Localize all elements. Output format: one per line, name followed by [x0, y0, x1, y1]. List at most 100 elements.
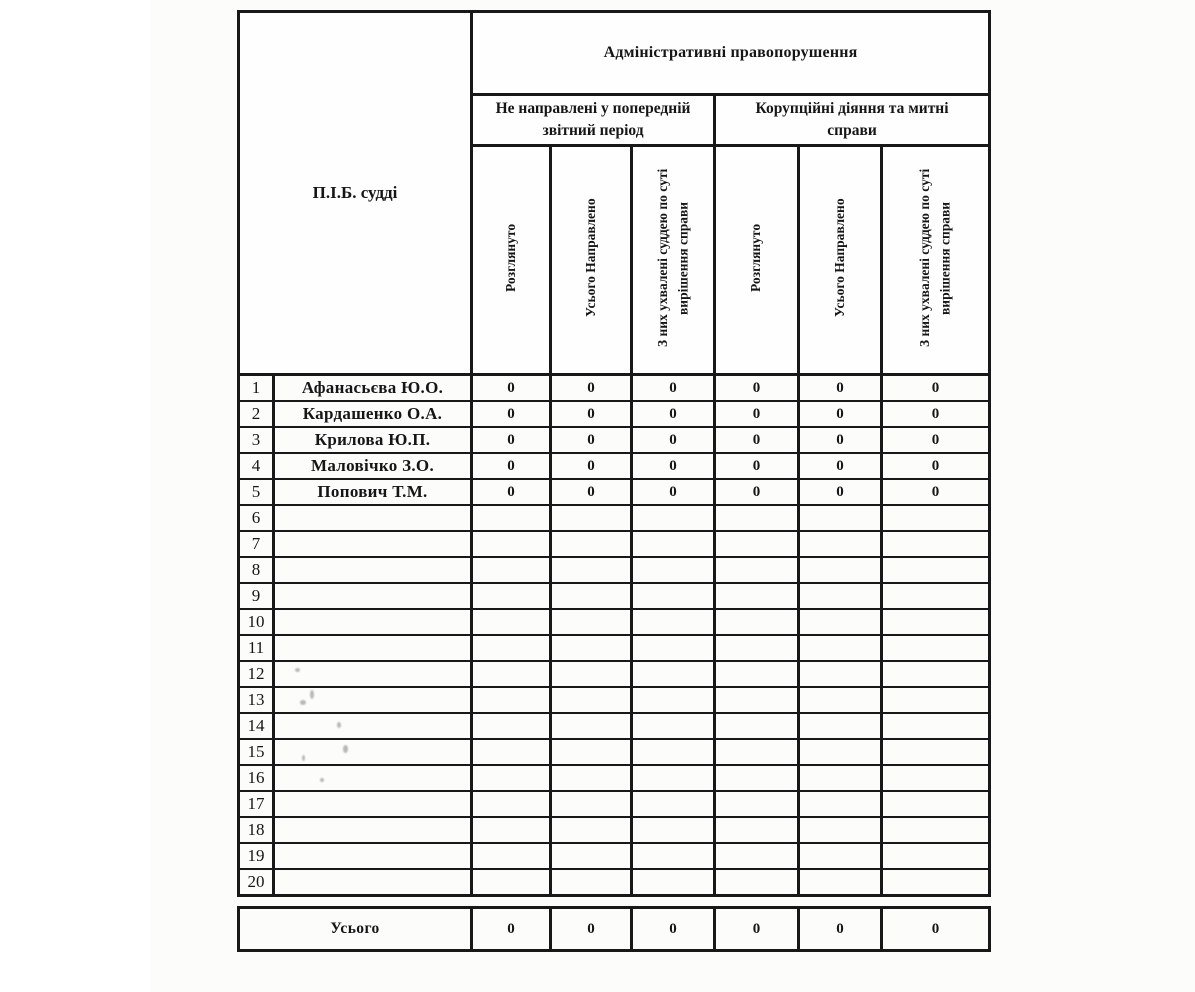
row-number: 20 — [237, 868, 275, 897]
value-cell — [713, 634, 801, 662]
value-cell — [630, 634, 717, 662]
value-cell — [549, 764, 634, 792]
value-cell — [470, 608, 553, 636]
value-cell — [549, 842, 634, 870]
value-cell — [797, 582, 884, 610]
value-cell — [713, 764, 801, 792]
row-number: 15 — [237, 738, 275, 766]
value-cell — [713, 686, 801, 714]
value-cell — [797, 712, 884, 740]
value-cell — [470, 816, 553, 844]
value-cell: 0 — [630, 478, 717, 506]
value-cell: 0 — [630, 452, 717, 480]
table-row: 5 Попович Т.М. 0 0 0 0 0 0 — [237, 478, 992, 506]
value-cell — [630, 712, 717, 740]
value-cell: 0 — [470, 478, 553, 506]
value-cell: 0 — [549, 373, 634, 402]
row-number: 19 — [237, 842, 275, 870]
scan-smudge — [295, 668, 300, 672]
table-row: 18 — [237, 816, 992, 844]
column-header-label: Усього Направлено — [582, 198, 598, 317]
judge-name: Маловічко З.О. — [271, 452, 474, 480]
value-cell — [713, 868, 801, 897]
value-cell — [713, 504, 801, 532]
row-number: 16 — [237, 764, 275, 792]
column-header-ruled-on-merits-1: З них ухвалені суддею по суті вирішення … — [630, 144, 717, 376]
value-cell — [797, 842, 884, 870]
value-cell — [549, 582, 634, 610]
value-cell: 0 — [713, 452, 801, 480]
value-cell — [630, 790, 717, 818]
value-cell — [549, 530, 634, 558]
value-cell — [880, 686, 992, 714]
row-number: 1 — [237, 373, 275, 402]
column-header-total-sent-1: Усього Направлено — [549, 144, 634, 376]
value-cell — [713, 660, 801, 688]
table-row: 17 — [237, 790, 992, 818]
judge-name — [271, 556, 474, 584]
table-row: 9 — [237, 582, 992, 610]
row-number: 18 — [237, 816, 275, 844]
judge-name — [271, 842, 474, 870]
value-cell — [880, 790, 992, 818]
value-cell — [880, 816, 992, 844]
value-cell: 0 — [880, 426, 992, 454]
scan-smudge — [343, 745, 348, 753]
value-cell — [797, 764, 884, 792]
table-title: Адміністративні правопорушення — [470, 10, 992, 96]
pib-header-cell: П.І.Б. судді — [236, 10, 474, 376]
table-row: 7 — [237, 530, 992, 558]
scan-smudge — [337, 722, 341, 728]
row-number: 12 — [237, 660, 275, 688]
judge-name — [271, 608, 474, 636]
value-cell: 0 — [713, 400, 801, 428]
value-cell: 0 — [470, 452, 553, 480]
judge-name — [271, 686, 474, 714]
value-cell — [797, 660, 884, 688]
value-cell: 0 — [797, 478, 884, 506]
value-cell — [630, 816, 717, 844]
table-row: 4 Маловічко З.О. 0 0 0 0 0 0 — [237, 452, 992, 480]
report-table-body: 1 Афанасьєва Ю.О. 0 0 0 0 0 0 2 Кардашен… — [237, 373, 992, 897]
column-header-considered-2: Розглянуто — [713, 144, 801, 376]
value-cell — [797, 530, 884, 558]
value-cell — [880, 712, 992, 740]
column-header-ruled-on-merits-2: З них ухвалені суддею по суті вирішення … — [880, 144, 992, 376]
value-cell — [713, 738, 801, 766]
group-header-label: Корупційні діяння та митні справи — [755, 99, 949, 139]
value-cell — [470, 790, 553, 818]
judge-name: Афанасьєва Ю.О. — [271, 373, 474, 402]
column-header-label: З них ухвалені суддею по суті вирішення … — [917, 168, 953, 347]
scan-smudge — [320, 778, 324, 782]
value-cell: 0 — [797, 400, 884, 428]
value-cell — [630, 738, 717, 766]
value-cell — [470, 582, 553, 610]
judge-name — [271, 764, 474, 792]
value-cell — [630, 660, 717, 688]
value-cell: 0 — [549, 478, 634, 506]
value-cell — [880, 634, 992, 662]
judge-name — [271, 868, 474, 897]
value-cell — [880, 764, 992, 792]
judge-name — [271, 634, 474, 662]
value-cell — [549, 868, 634, 897]
value-cell — [797, 634, 884, 662]
value-cell: 0 — [797, 373, 884, 402]
value-cell — [630, 608, 717, 636]
row-number: 5 — [237, 478, 275, 506]
value-cell — [880, 530, 992, 558]
judge-name — [271, 790, 474, 818]
value-cell: 0 — [549, 400, 634, 428]
value-cell — [470, 660, 553, 688]
table-row: 11 — [237, 634, 992, 662]
value-cell — [549, 816, 634, 844]
judge-name — [271, 660, 474, 688]
row-number: 6 — [237, 504, 275, 532]
table-row: 14 — [237, 712, 992, 740]
judge-name: Кардашенко О.А. — [271, 400, 474, 428]
column-header-label: Усього Направлено — [831, 198, 847, 317]
column-header-row: Розглянуто Усього Направлено З них ухвал… — [239, 144, 992, 376]
value-cell — [713, 712, 801, 740]
value-cell: 0 — [549, 426, 634, 454]
value-cell — [713, 816, 801, 844]
